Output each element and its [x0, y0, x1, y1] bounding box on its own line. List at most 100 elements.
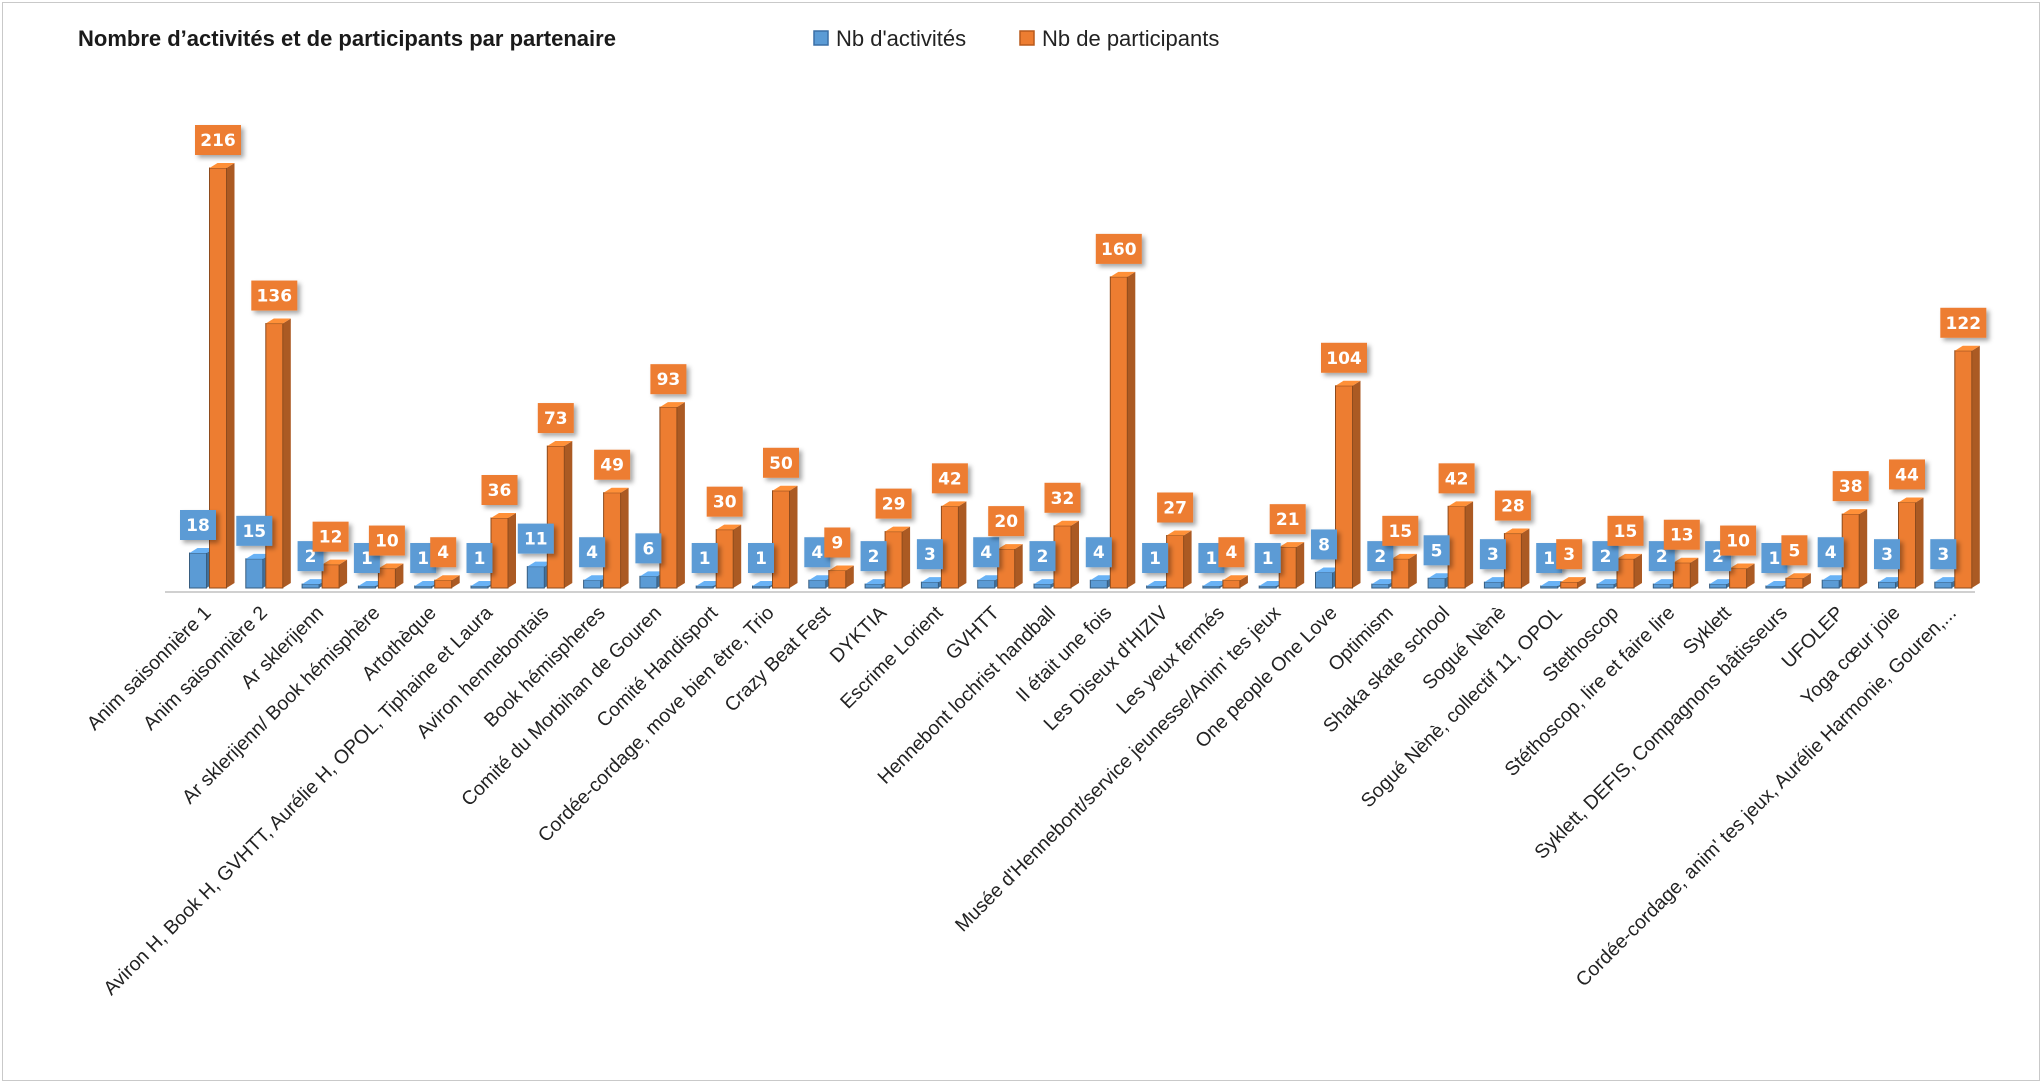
- bar-activites-5: [470, 581, 496, 589]
- bar-participants-26: [1672, 557, 1699, 589]
- svg-text:4: 4: [1825, 543, 1837, 563]
- data-label-participants-13: 42: [931, 463, 968, 494]
- svg-text:36: 36: [488, 481, 512, 501]
- data-label-activites-21: 2: [1367, 541, 1394, 572]
- svg-text:8: 8: [1318, 535, 1330, 555]
- svg-text:93: 93: [657, 370, 681, 390]
- category-label-16: Il était une fois: [1012, 602, 1117, 707]
- data-label-activites-3: 1: [353, 543, 380, 573]
- svg-text:11: 11: [524, 530, 548, 550]
- bar-participants-24: [1560, 577, 1586, 589]
- data-label-participants-6: 73: [537, 403, 574, 434]
- svg-text:104: 104: [1326, 349, 1362, 369]
- svg-text:1: 1: [361, 549, 373, 569]
- bar-participants-25: [1616, 553, 1642, 589]
- data-label-participants-18: 4: [1218, 537, 1245, 568]
- data-label-activites-19: 1: [1254, 543, 1281, 573]
- bar-participants-22: [1447, 501, 1474, 589]
- category-label-13: Escrime Lorient: [836, 602, 948, 714]
- svg-text:136: 136: [257, 287, 293, 307]
- data-label-activites-17: 1: [1142, 543, 1169, 573]
- svg-text:42: 42: [938, 469, 962, 489]
- svg-text:73: 73: [544, 409, 568, 429]
- svg-text:15: 15: [1614, 522, 1638, 542]
- svg-text:2: 2: [1712, 547, 1724, 567]
- bar-participants-5: [490, 513, 516, 589]
- svg-text:18: 18: [186, 516, 210, 536]
- svg-text:4: 4: [980, 543, 992, 563]
- bar-participants-2: [321, 559, 348, 589]
- data-label-activites-23: 3: [1479, 539, 1506, 570]
- bar-activites-9: [695, 581, 722, 589]
- svg-text:3: 3: [1487, 545, 1499, 565]
- svg-text:1: 1: [699, 549, 711, 569]
- svg-text:29: 29: [882, 495, 906, 515]
- data-label-activites-12: 2: [860, 541, 887, 572]
- bar-participants-30: [1898, 497, 1924, 589]
- svg-text:4: 4: [811, 543, 823, 563]
- bar-participants-29: [1841, 509, 1868, 589]
- data-label-activites-25: 2: [1592, 541, 1619, 572]
- bar-participants-27: [1729, 563, 1755, 589]
- data-label-participants-2: 12: [312, 521, 349, 552]
- svg-text:1: 1: [474, 549, 486, 569]
- bar-participants-16: [1109, 271, 1136, 589]
- svg-text:4: 4: [437, 543, 449, 563]
- svg-text:5: 5: [1431, 541, 1443, 561]
- data-label-participants-28: 5: [1781, 535, 1808, 566]
- bar-participants-21: [1391, 553, 1417, 589]
- data-label-activites-10: 1: [748, 543, 774, 573]
- svg-text:1: 1: [1768, 549, 1780, 569]
- data-label-participants-23: 28: [1494, 490, 1531, 521]
- data-label-participants-29: 38: [1832, 471, 1869, 502]
- bar-participants-9: [715, 524, 742, 589]
- data-label-activites-14: 4: [973, 537, 1000, 568]
- data-label-activites-29: 4: [1817, 537, 1844, 568]
- svg-text:5: 5: [1788, 541, 1800, 561]
- data-label-activites-22: 5: [1423, 535, 1450, 566]
- svg-text:10: 10: [375, 532, 399, 552]
- svg-text:4: 4: [1093, 543, 1105, 563]
- bar-participants-3: [377, 563, 404, 589]
- svg-text:27: 27: [1163, 499, 1187, 519]
- category-label-11: Crazy Beat Fest: [720, 602, 835, 717]
- data-label-participants-10: 50: [763, 447, 799, 478]
- data-label-activites-8: 6: [635, 533, 662, 564]
- data-label-activites-31: 3: [1930, 539, 1957, 570]
- bar-participants-4: [434, 575, 460, 589]
- svg-text:9: 9: [831, 534, 843, 554]
- svg-text:1: 1: [755, 549, 767, 569]
- data-label-activites-7: 4: [579, 537, 606, 568]
- svg-text:20: 20: [994, 512, 1018, 532]
- svg-text:32: 32: [1051, 489, 1075, 509]
- data-label-participants-12: 29: [875, 488, 912, 519]
- data-label-activites-0: 18: [180, 510, 216, 540]
- data-label-participants-9: 30: [706, 486, 743, 517]
- svg-text:1: 1: [1149, 549, 1161, 569]
- svg-text:15: 15: [242, 522, 266, 542]
- data-label-participants-30: 44: [1889, 459, 1925, 490]
- legend-item-activites: Nb d'activités: [813, 26, 966, 51]
- data-label-participants-19: 21: [1269, 504, 1306, 535]
- svg-text:6: 6: [642, 539, 654, 559]
- bar-participants-1: [265, 318, 291, 589]
- bar-participants-23: [1503, 528, 1530, 589]
- legend-swatch-activites: [813, 30, 829, 46]
- svg-text:2: 2: [1374, 547, 1386, 567]
- legend-swatch-participants: [1019, 30, 1035, 46]
- bar-participants-7: [603, 487, 629, 589]
- svg-text:50: 50: [769, 454, 793, 474]
- bar-participants-10: [772, 485, 798, 589]
- data-label-participants-11: 9: [824, 527, 851, 558]
- data-label-participants-26: 13: [1663, 519, 1700, 550]
- data-label-participants-24: 3: [1556, 539, 1583, 570]
- bar-participants-13: [940, 501, 967, 589]
- svg-text:38: 38: [1839, 477, 1863, 497]
- svg-text:3: 3: [924, 545, 936, 565]
- data-label-activites-16: 4: [1085, 537, 1112, 568]
- data-label-activites-30: 3: [1874, 539, 1900, 570]
- svg-text:1: 1: [417, 549, 429, 569]
- svg-text:44: 44: [1895, 465, 1919, 485]
- svg-text:2: 2: [1037, 547, 1049, 567]
